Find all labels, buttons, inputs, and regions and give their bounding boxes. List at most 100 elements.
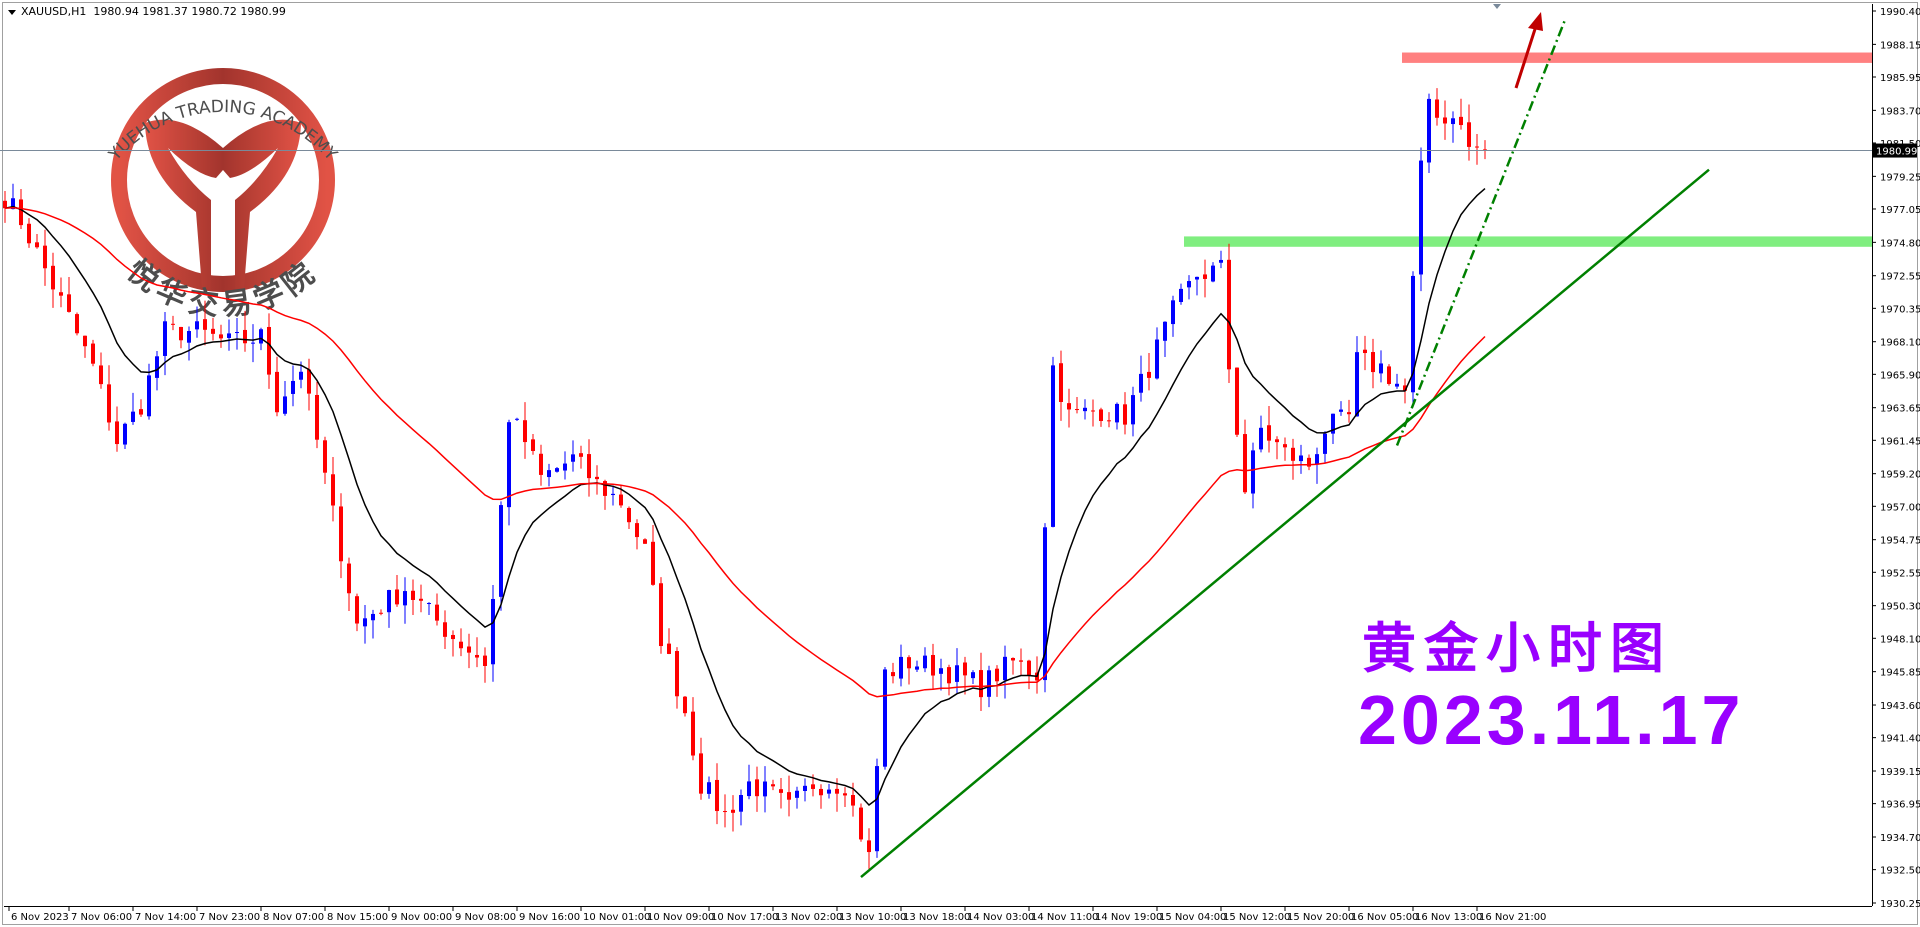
shift-marker-icon[interactable] [1493, 4, 1501, 9]
candle-body [651, 541, 655, 585]
candle-body [1283, 444, 1287, 448]
candle [387, 589, 391, 628]
up-arrow-head-icon [1528, 12, 1543, 31]
candle-body [723, 811, 727, 813]
candle-body [195, 321, 199, 330]
candle [875, 758, 879, 858]
candle [187, 326, 191, 361]
y-tick-label: 1932.50 [1880, 866, 1920, 877]
candle [555, 467, 559, 473]
candle [1011, 657, 1015, 675]
candle [115, 406, 119, 452]
candle-body [91, 343, 95, 364]
candle-body [483, 655, 487, 666]
candle [899, 644, 903, 687]
candle [363, 604, 367, 644]
candle-body [595, 476, 599, 480]
candle [251, 324, 255, 363]
candle-body [1339, 409, 1343, 412]
candle [1435, 88, 1439, 126]
candle [1467, 104, 1471, 161]
candle-body [1251, 450, 1255, 494]
candle-body [699, 753, 703, 794]
candle-body [1227, 259, 1231, 370]
support-trendline[interactable] [860, 168, 1710, 879]
candle-body [3, 200, 7, 209]
candle-body [1083, 407, 1087, 412]
x-tick-label: 10 Nov 09:00 [647, 912, 714, 923]
candle [1243, 419, 1247, 494]
y-tick-label: 1979.25 [1880, 172, 1920, 183]
candle [171, 315, 175, 331]
y-tick-label: 1959.20 [1880, 470, 1920, 481]
candle [323, 436, 327, 485]
candle-body [851, 795, 855, 806]
ohlc-values: 1980.94 1981.37 1980.72 1980.99 [93, 5, 286, 18]
candle-body [811, 784, 815, 789]
candle-body [1043, 527, 1047, 681]
x-tick-label: 9 Nov 08:00 [455, 912, 516, 923]
candle-body [883, 669, 887, 767]
candle-body [315, 394, 319, 440]
candle-body [467, 646, 471, 653]
candle-body [147, 375, 151, 417]
candle-body [403, 591, 407, 606]
candle [683, 696, 687, 717]
candle [1251, 442, 1255, 509]
x-tick-label: 15 Nov 12:00 [1223, 912, 1290, 923]
candle [355, 593, 359, 632]
candle-body [1411, 275, 1415, 393]
resistance-zone[interactable] [1402, 52, 1872, 63]
candle-body [459, 641, 463, 649]
candle-body [931, 654, 935, 676]
candle-body [1347, 412, 1351, 415]
candle-body [1107, 420, 1111, 422]
candle-body [1147, 371, 1151, 378]
candle [1331, 413, 1335, 445]
dropdown-triangle-icon[interactable] [8, 9, 16, 15]
candle [459, 628, 463, 657]
candle [819, 784, 823, 809]
candle [515, 417, 519, 421]
candle-body [443, 622, 447, 637]
x-tick-label: 7 Nov 14:00 [135, 912, 196, 923]
candle-body [219, 334, 223, 339]
candle [803, 778, 807, 802]
y-tick-label: 1968.10 [1880, 338, 1920, 349]
candle-body [1323, 433, 1327, 454]
candle-body [75, 314, 79, 334]
candle-body [395, 589, 399, 605]
y-tick-label: 1952.55 [1880, 568, 1920, 579]
candle-body [1123, 404, 1127, 425]
candle-body [563, 463, 567, 471]
support-zone[interactable] [1184, 236, 1872, 247]
candle [1379, 350, 1383, 383]
candle-body [371, 613, 375, 621]
candle [35, 234, 39, 249]
candle-body [43, 245, 47, 269]
candle-body [835, 788, 839, 794]
candle [1091, 399, 1095, 427]
candle [1051, 356, 1055, 528]
candle [339, 493, 343, 579]
candle-body [1155, 339, 1159, 379]
candle [451, 630, 455, 657]
candle-body [1019, 660, 1023, 662]
candle [1147, 353, 1151, 391]
candle [579, 445, 583, 469]
candle-body [1211, 265, 1215, 282]
x-tick-label: 9 Nov 16:00 [519, 912, 580, 923]
candle-body [1459, 116, 1463, 126]
candle-body [131, 411, 135, 422]
candle [283, 381, 287, 416]
candle-body [907, 657, 911, 669]
y-tick-label: 1963.65 [1880, 404, 1920, 415]
candle-body [755, 779, 759, 797]
candle [787, 775, 791, 817]
steep-trendline[interactable] [1395, 19, 1567, 446]
candle-body [83, 335, 87, 347]
candle [395, 575, 399, 607]
candle [523, 402, 527, 459]
y-tick-label: 1961.45 [1880, 436, 1920, 447]
